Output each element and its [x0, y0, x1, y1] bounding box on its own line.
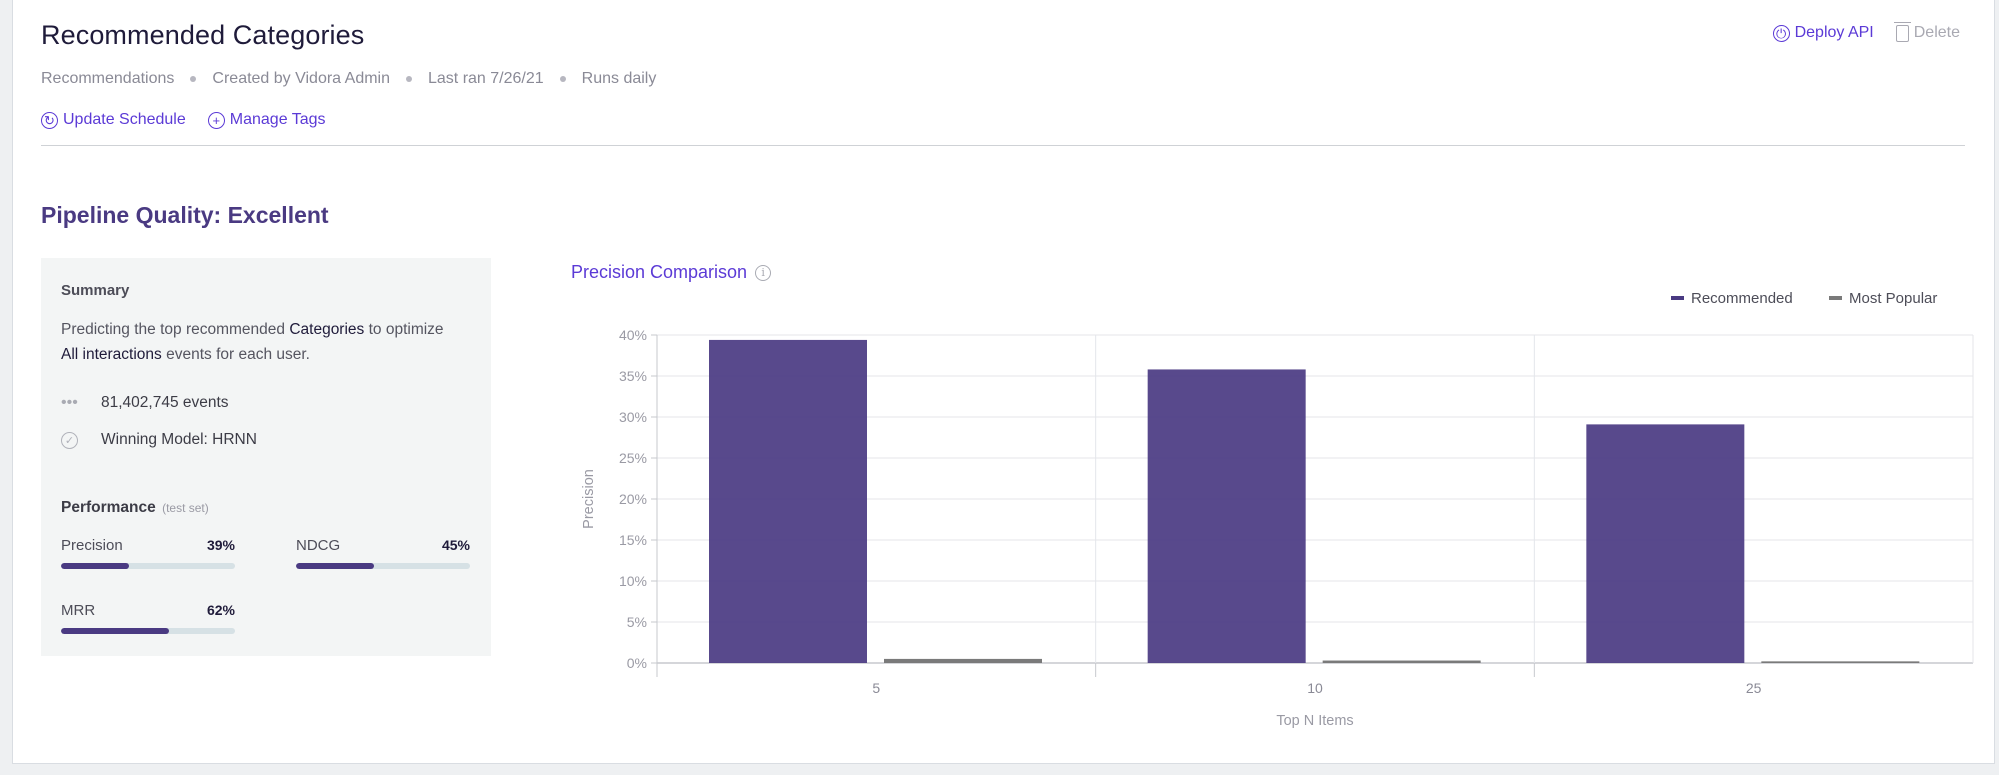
- performance-heading: Performance (test set): [61, 499, 209, 517]
- legend-swatch-recommended: [1671, 296, 1684, 300]
- metric-ndcg: NDCG 45%: [296, 537, 470, 569]
- metric-value: 62%: [206, 602, 235, 618]
- deploy-api-button[interactable]: ⏻ Deploy API: [1772, 24, 1874, 42]
- header-divider: [41, 145, 1965, 146]
- y-tick-label: 25%: [619, 450, 647, 466]
- metric-value: 45%: [441, 537, 470, 553]
- bar-recommended: [1586, 424, 1745, 663]
- trash-icon: [1893, 21, 1911, 42]
- check-icon-wrap: ✓: [61, 431, 81, 449]
- check-circle-icon: ✓: [61, 432, 78, 449]
- clock-refresh-icon: ↻: [41, 111, 58, 129]
- desc-suffix: events for each user.: [161, 346, 310, 363]
- metric-fill: [61, 563, 129, 569]
- x-tick-label: 10: [1307, 680, 1323, 696]
- info-icon[interactable]: i: [755, 264, 772, 281]
- metric-track: [296, 563, 470, 569]
- metric-value: 39%: [206, 537, 235, 553]
- precision-chart: 0% 5% 10% 15% 20% 25% 30% 35% 40% 5 10 25 Top N Item…: [581, 290, 1974, 729]
- metric-fill: [61, 628, 169, 634]
- metric-label: NDCG: [296, 537, 341, 554]
- y-tick-label: 20%: [619, 491, 647, 507]
- winning-model: Winning Model: HRNN: [101, 431, 257, 448]
- metric-mrr: MRR 62%: [61, 602, 235, 634]
- desc-entity: Categories: [289, 321, 365, 338]
- y-axis-title: Precision: [581, 469, 597, 529]
- update-schedule-link[interactable]: ↻ Update Schedule: [41, 111, 186, 129]
- model-stat: ✓ Winning Model: HRNN: [61, 431, 257, 449]
- x-tick-label: 5: [872, 680, 880, 696]
- summary-description: Predicting the top recommended Categorie…: [61, 317, 461, 367]
- metric-precision: Precision 39%: [61, 537, 235, 569]
- metric-label: Precision: [61, 537, 123, 554]
- legend-swatch-most-popular: [1829, 296, 1842, 300]
- performance-label: Performance: [61, 499, 156, 516]
- header-actions: ⏻ Deploy API Delete: [1772, 21, 1960, 42]
- desc-middle: to optimize: [364, 321, 444, 338]
- x-axis-title: Top N Items: [1276, 713, 1353, 729]
- manage-tags-label: Manage Tags: [229, 111, 326, 128]
- y-tick-label: 35%: [619, 368, 647, 384]
- update-schedule-label: Update Schedule: [63, 111, 186, 128]
- metric-fill: [296, 563, 375, 569]
- desc-prefix: Predicting the top recommended: [61, 321, 290, 338]
- page-title: Recommended Categories: [41, 20, 365, 50]
- x-tick-label: 25: [1746, 680, 1762, 696]
- performance-note: (test set): [162, 501, 209, 515]
- plug-icon: ⏻: [1772, 24, 1790, 42]
- bar-most-popular: [884, 658, 1042, 663]
- y-tick-label: 0%: [627, 655, 647, 671]
- pipeline-card: Recommended Categories Recommendations C…: [12, 0, 1995, 764]
- meta-type: Recommendations: [41, 70, 175, 87]
- legend-label-recommended: Recommended: [1691, 290, 1793, 307]
- legend-label-most-popular: Most Popular: [1849, 290, 1937, 307]
- metric-label: MRR: [61, 602, 96, 619]
- y-tick-label: 30%: [619, 409, 647, 425]
- desc-event: All interactions: [61, 346, 162, 363]
- chart-title: Precision Comparison i: [571, 262, 772, 283]
- y-tick-label: 15%: [619, 532, 647, 548]
- bar-most-popular: [1761, 661, 1920, 663]
- delete-label: Delete: [1913, 24, 1960, 41]
- deploy-api-label: Deploy API: [1794, 24, 1874, 41]
- bar-most-popular: [1322, 660, 1481, 663]
- y-tick-label: 5%: [627, 614, 647, 630]
- events-count: 81,402,745 events: [101, 394, 229, 411]
- action-links: ↻ Update Schedule + Manage Tags: [41, 111, 326, 129]
- meta-separator: [190, 76, 197, 82]
- y-tick-label: 10%: [619, 573, 647, 589]
- summary-heading: Summary: [61, 282, 130, 299]
- meta-last-ran: Last ran 7/26/21: [428, 70, 544, 87]
- summary-panel: Summary Predicting the top recommended C…: [41, 258, 491, 656]
- pipeline-quality-title: Pipeline Quality: Excellent: [41, 202, 329, 228]
- bar-recommended: [1147, 369, 1306, 663]
- delete-button[interactable]: Delete: [1893, 21, 1960, 42]
- meta-creator: Created by Vidora Admin: [212, 70, 390, 87]
- manage-tags-link[interactable]: + Manage Tags: [207, 111, 326, 129]
- chart-title-label: Precision Comparison: [571, 262, 748, 282]
- plus-circle-icon: +: [207, 111, 225, 129]
- bar-recommended: [709, 339, 867, 663]
- events-stat: ••• 81,402,745 events: [61, 394, 229, 412]
- meta-separator: [559, 76, 566, 82]
- meta-row: Recommendations Created by Vidora Admin …: [41, 70, 656, 88]
- metric-track: [61, 563, 235, 569]
- meta-separator: [406, 76, 412, 82]
- metric-track: [61, 628, 235, 634]
- y-tick-label: 40%: [619, 327, 647, 343]
- ellipsis-icon: •••: [61, 394, 78, 411]
- meta-frequency: Runs daily: [581, 70, 657, 87]
